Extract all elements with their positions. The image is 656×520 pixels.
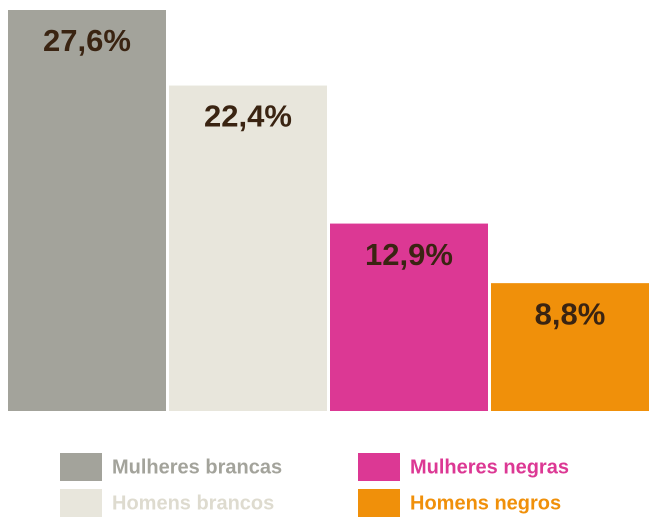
value-label: 8,8% [535,296,606,331]
legend-swatch [358,489,400,517]
legend-label: Homens brancos [112,492,274,514]
legend-swatch [60,453,102,481]
legend-swatch [358,453,400,481]
bar [169,85,327,412]
value-label: 27,6% [43,23,131,58]
bar [330,223,488,411]
legend-label: Homens negros [410,492,561,514]
value-label: 12,9% [365,237,453,272]
legend-label: Mulheres brancas [112,456,282,478]
legend-label: Mulheres negras [410,456,569,478]
bar [491,283,649,411]
value-label: 22,4% [204,99,292,134]
legend-swatch [60,489,102,517]
bar [8,10,166,411]
